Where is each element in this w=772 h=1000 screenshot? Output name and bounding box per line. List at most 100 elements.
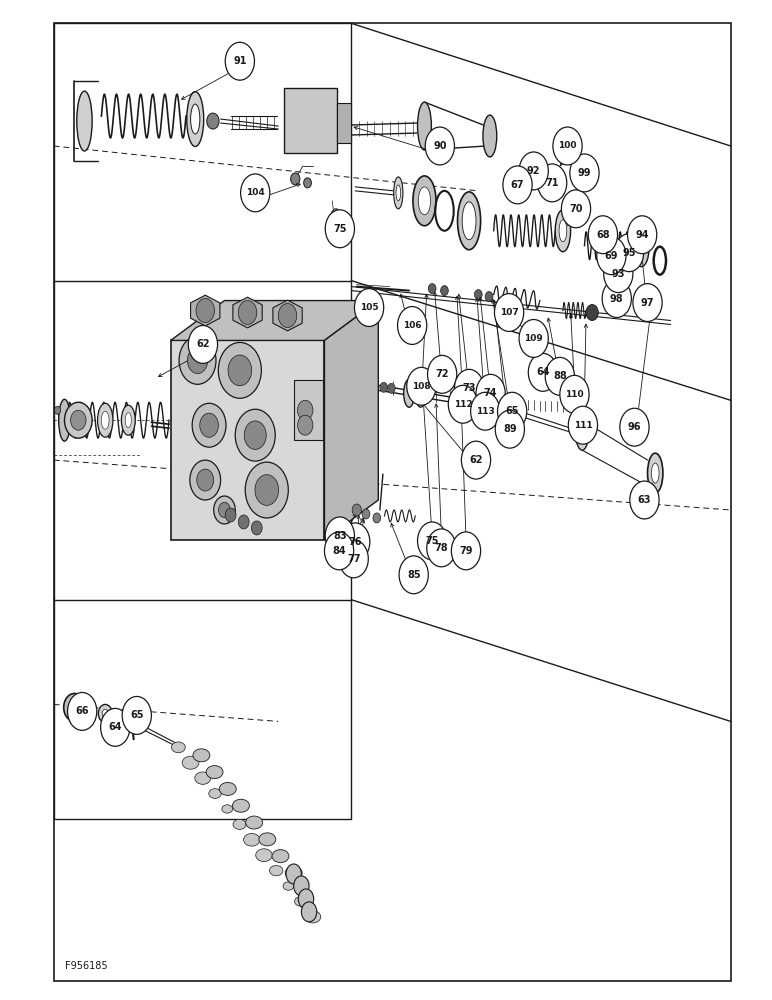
Circle shape: [293, 876, 309, 896]
Circle shape: [528, 353, 557, 391]
Circle shape: [597, 237, 626, 275]
Ellipse shape: [187, 92, 204, 146]
Text: 64: 64: [537, 367, 550, 377]
Text: 66: 66: [76, 706, 89, 716]
Circle shape: [301, 902, 317, 922]
Circle shape: [214, 496, 235, 524]
Circle shape: [207, 113, 219, 129]
Circle shape: [362, 509, 370, 519]
Ellipse shape: [283, 882, 294, 890]
Text: 73: 73: [462, 383, 476, 393]
Ellipse shape: [244, 833, 260, 846]
Text: 72: 72: [435, 369, 449, 379]
Ellipse shape: [171, 742, 185, 753]
Circle shape: [245, 462, 288, 518]
Circle shape: [303, 178, 311, 188]
Circle shape: [462, 441, 491, 479]
Ellipse shape: [462, 202, 476, 240]
Circle shape: [228, 355, 252, 386]
Circle shape: [495, 410, 524, 448]
Circle shape: [428, 355, 457, 393]
Circle shape: [545, 357, 574, 395]
Text: 64: 64: [109, 722, 122, 732]
Text: 75: 75: [333, 224, 347, 234]
Circle shape: [452, 532, 481, 570]
Text: 89: 89: [503, 424, 516, 434]
Circle shape: [297, 415, 313, 435]
Circle shape: [588, 216, 618, 254]
Circle shape: [196, 299, 215, 322]
Text: 92: 92: [527, 166, 540, 176]
Bar: [54, 23, 730, 981]
Circle shape: [339, 540, 368, 578]
Circle shape: [279, 304, 296, 327]
Circle shape: [67, 692, 96, 730]
Circle shape: [239, 515, 249, 529]
Circle shape: [602, 280, 631, 318]
Text: 76: 76: [348, 537, 362, 547]
Text: 69: 69: [604, 251, 618, 261]
Ellipse shape: [413, 176, 436, 226]
Polygon shape: [171, 301, 378, 340]
Circle shape: [244, 421, 266, 449]
Circle shape: [494, 294, 523, 331]
Circle shape: [620, 408, 649, 446]
Circle shape: [239, 301, 257, 324]
Circle shape: [561, 190, 591, 228]
Circle shape: [286, 864, 301, 884]
Bar: [171, 340, 324, 540]
Circle shape: [441, 286, 449, 296]
Circle shape: [428, 284, 436, 294]
Text: F956185: F956185: [66, 961, 108, 971]
Text: 77: 77: [347, 554, 361, 564]
Ellipse shape: [208, 789, 222, 798]
Ellipse shape: [458, 192, 481, 250]
Text: 104: 104: [245, 188, 265, 197]
Ellipse shape: [64, 693, 85, 721]
Circle shape: [425, 127, 455, 165]
Text: 109: 109: [524, 334, 543, 343]
Text: 106: 106: [403, 321, 422, 330]
Ellipse shape: [232, 799, 249, 812]
Text: 62: 62: [469, 455, 482, 465]
Ellipse shape: [98, 704, 112, 722]
Ellipse shape: [305, 911, 320, 923]
Text: 113: 113: [476, 407, 495, 416]
Ellipse shape: [418, 102, 432, 150]
Circle shape: [190, 460, 221, 500]
Circle shape: [570, 154, 599, 192]
Circle shape: [630, 481, 659, 519]
Text: 65: 65: [130, 710, 144, 720]
Text: 95: 95: [622, 248, 636, 258]
Circle shape: [380, 382, 388, 392]
Circle shape: [519, 152, 548, 190]
Ellipse shape: [404, 379, 415, 407]
Circle shape: [192, 403, 226, 447]
Circle shape: [197, 469, 214, 491]
Text: 79: 79: [459, 546, 472, 556]
Ellipse shape: [295, 897, 306, 906]
Circle shape: [65, 402, 92, 438]
Circle shape: [398, 307, 427, 344]
Circle shape: [418, 522, 447, 560]
Circle shape: [255, 475, 279, 505]
Ellipse shape: [102, 709, 108, 717]
Text: 94: 94: [635, 230, 649, 240]
Text: 112: 112: [453, 400, 472, 409]
Circle shape: [604, 255, 633, 293]
Circle shape: [122, 696, 151, 734]
Circle shape: [455, 369, 484, 407]
Ellipse shape: [182, 756, 199, 769]
Text: 90: 90: [433, 141, 446, 151]
Text: 83: 83: [333, 531, 347, 541]
Circle shape: [628, 216, 657, 254]
Circle shape: [354, 289, 384, 326]
Ellipse shape: [206, 766, 223, 779]
Bar: [337, 103, 350, 143]
Ellipse shape: [394, 177, 403, 209]
Polygon shape: [191, 295, 220, 326]
Circle shape: [553, 127, 582, 165]
Circle shape: [70, 410, 86, 430]
Circle shape: [241, 174, 270, 212]
Text: 100: 100: [558, 141, 577, 150]
